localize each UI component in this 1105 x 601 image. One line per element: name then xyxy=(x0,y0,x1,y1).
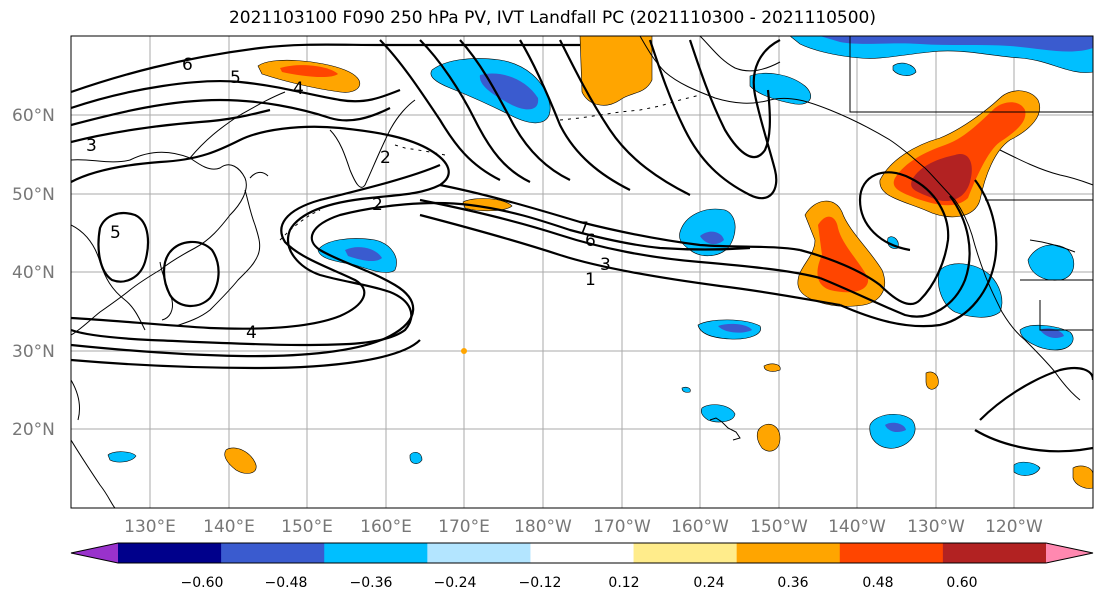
lon-label: 180°W xyxy=(514,517,572,537)
lon-label: 160°W xyxy=(671,517,729,537)
lon-label: 150°E xyxy=(281,517,333,537)
colorbar-segment xyxy=(942,543,1047,563)
colorbar-segment xyxy=(118,543,222,563)
contour-label: 3 xyxy=(86,136,97,156)
latitude-labels: 60°N 50°N 40°N 30°N 20°N xyxy=(12,106,55,440)
lon-label: 120°W xyxy=(985,517,1043,537)
colorbar-extension-max xyxy=(1046,543,1093,563)
contour-label: 6 xyxy=(585,231,596,251)
gridlines xyxy=(71,36,1093,508)
colorbar-segment xyxy=(427,543,531,563)
contour-labels: 6 5 4 3 2 2 7 6 3 1 5 4 xyxy=(86,55,611,343)
contour-label: 3 xyxy=(600,255,611,275)
lon-label: 170°W xyxy=(593,517,651,537)
contour-label: 2 xyxy=(372,195,383,215)
colorbar-labels: −0.60 −0.48 −0.36 −0.24 −0.12 0.12 0.24 … xyxy=(181,575,978,591)
contour-label: 5 xyxy=(230,68,241,88)
colorbar-tick-label: −0.24 xyxy=(434,575,477,591)
contour-label: 5 xyxy=(110,223,121,243)
colorbar-tick-label: 0.48 xyxy=(862,575,893,591)
lat-label: 40°N xyxy=(12,263,55,283)
colorbar xyxy=(70,542,1094,564)
contour-label: 4 xyxy=(246,323,257,343)
colorbar-segment xyxy=(221,543,325,563)
colorbar-tick-label: 0.36 xyxy=(777,575,808,591)
lon-label: 160°E xyxy=(360,517,412,537)
colorbar-extension-min xyxy=(71,543,118,563)
lon-label: 140°E xyxy=(203,517,255,537)
coastlines xyxy=(71,36,1093,508)
contours xyxy=(71,39,1093,453)
colorbar-tick-label: 0.24 xyxy=(693,575,724,591)
lon-label: 130°W xyxy=(907,517,965,537)
lat-label: 20°N xyxy=(12,420,55,440)
colorbar-segment xyxy=(530,543,635,563)
colorbar-segment xyxy=(839,543,944,563)
colorbar-tick-label: −0.12 xyxy=(519,575,562,591)
contour-label: 7 xyxy=(578,219,589,239)
colorbar-outline xyxy=(70,542,1094,564)
contour-label: 6 xyxy=(182,55,193,75)
colorbar-tick-label: −0.60 xyxy=(181,575,224,591)
colorbar-segment xyxy=(633,543,738,563)
lon-label: 140°W xyxy=(828,517,886,537)
lon-label: 150°W xyxy=(750,517,808,537)
map-plot-area: 6 5 4 3 2 2 7 6 3 1 5 4 xyxy=(71,36,1093,508)
map-frame xyxy=(70,35,1094,509)
lon-label: 170°E xyxy=(438,517,490,537)
colorbar-tick-label: 0.12 xyxy=(608,575,639,591)
longitude-labels: 130°E 140°E 150°E 160°E 170°E 180°W 170°… xyxy=(124,517,1043,537)
colorbar-tick-label: −0.36 xyxy=(350,575,393,591)
chart-title: 2021103100 F090 250 hPa PV, IVT Landfall… xyxy=(228,8,876,28)
contour-label: 4 xyxy=(293,79,304,99)
contour-label: 1 xyxy=(585,270,596,290)
colorbar-tick-label: 0.60 xyxy=(946,575,977,591)
contour-label: 2 xyxy=(380,148,391,168)
colorbar-segment xyxy=(324,543,428,563)
lon-label: 130°E xyxy=(124,517,176,537)
lat-label: 60°N xyxy=(12,106,55,126)
lat-label: 30°N xyxy=(12,342,55,362)
lat-label: 50°N xyxy=(12,185,55,205)
colorbar-tick-label: −0.48 xyxy=(265,575,308,591)
colorbar-segment xyxy=(736,543,841,563)
